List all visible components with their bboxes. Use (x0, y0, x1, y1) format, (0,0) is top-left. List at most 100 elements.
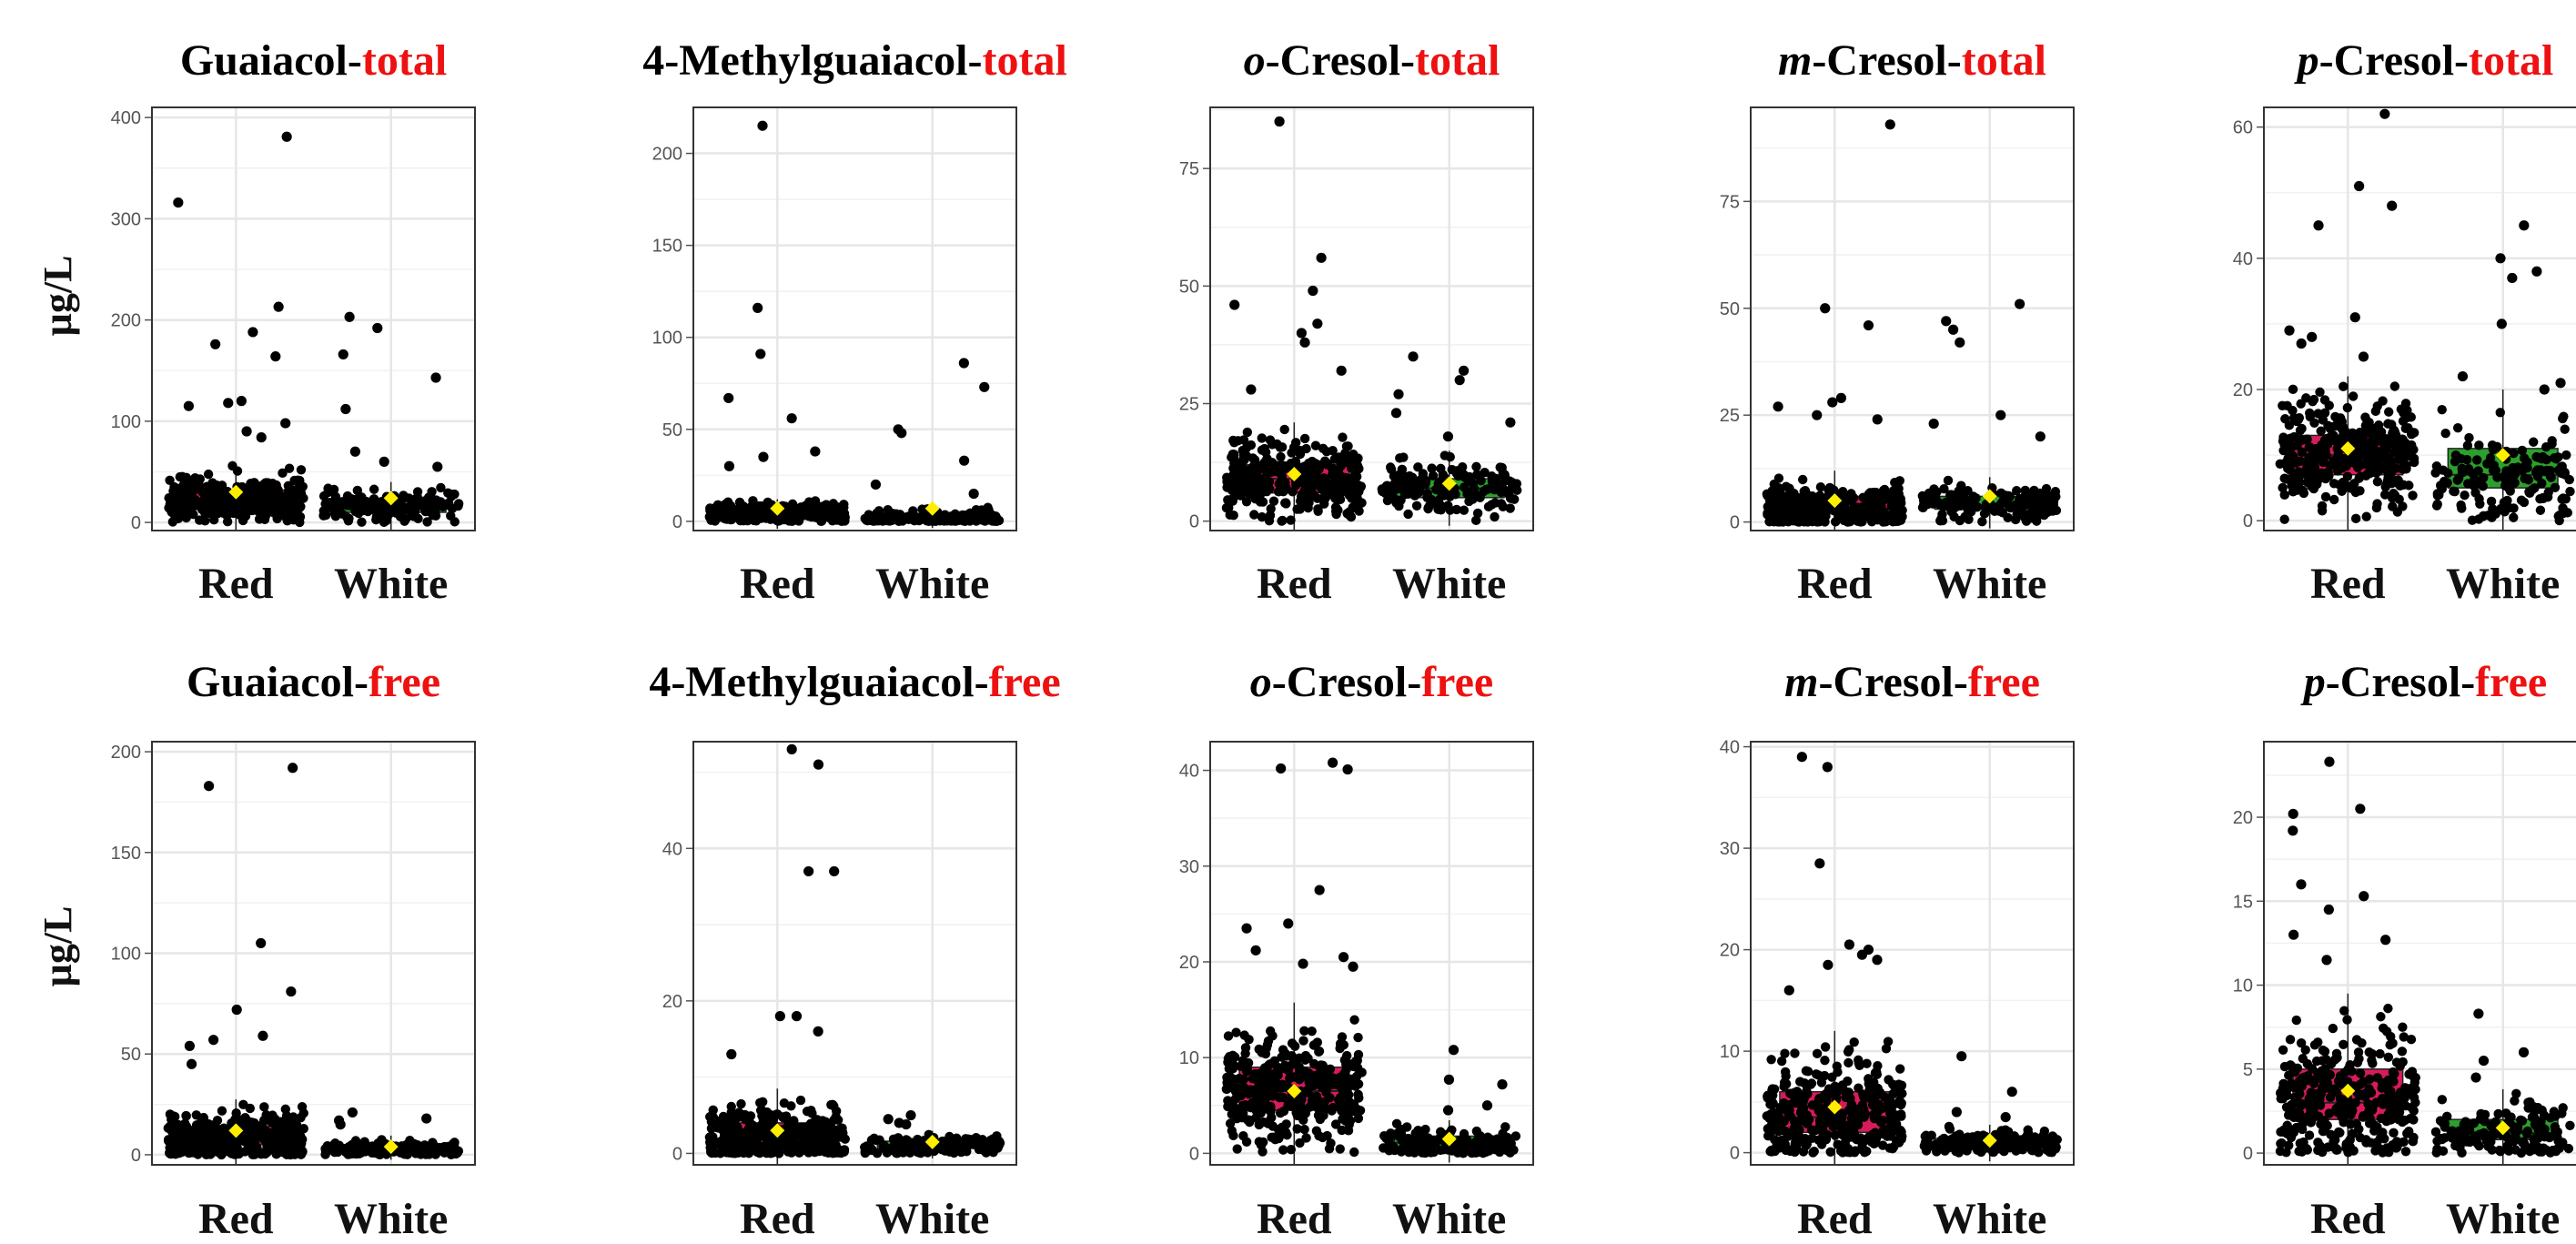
data-point (1235, 489, 1246, 499)
data-point (1337, 459, 1348, 469)
data-point (869, 1133, 879, 1144)
data-point (222, 517, 233, 527)
data-point (1814, 491, 1825, 501)
title-main: 4-Methylguaiacol- (642, 36, 982, 85)
data-point (1977, 517, 1987, 527)
data-point (333, 1147, 343, 1158)
data-point (807, 1108, 817, 1118)
data-point (2297, 435, 2308, 445)
data-point (961, 1145, 971, 1155)
data-point (1490, 481, 1500, 492)
data-point (1305, 470, 1315, 480)
data-point (1843, 1120, 1853, 1130)
data-point (1265, 435, 1276, 445)
data-point (1343, 1126, 1354, 1136)
data-point (796, 1130, 807, 1141)
outlier-point (2313, 220, 2324, 231)
outlier-point (813, 1026, 823, 1037)
outlier-point (829, 865, 840, 877)
mean-marker (1982, 1133, 1997, 1148)
outlier-point (774, 1011, 785, 1022)
data-point (1310, 440, 1321, 450)
y-tick-label: 0 (2243, 1144, 2253, 1164)
data-point (1932, 1147, 1942, 1157)
data-point (227, 460, 237, 471)
data-point (1246, 440, 1257, 450)
data-point (2482, 459, 2492, 469)
data-point (378, 1141, 388, 1151)
data-point (1232, 1144, 1242, 1154)
data-point (1844, 1057, 1854, 1068)
data-point (1510, 1131, 1521, 1141)
data-point (2361, 470, 2371, 480)
outlier-point (757, 120, 768, 131)
data-point (1797, 474, 1808, 485)
data-point (259, 1102, 269, 1112)
data-point (2304, 463, 2314, 474)
data-point (724, 1124, 734, 1135)
data-point (1263, 1036, 1274, 1047)
data-point (1765, 1099, 1775, 1109)
data-point (2379, 490, 2390, 500)
data-point (1261, 460, 1271, 470)
data-point (1268, 496, 1279, 506)
data-layer (163, 763, 464, 1165)
outlier-point (1316, 252, 1327, 263)
outlier-point (1814, 858, 1825, 869)
data-point (2342, 402, 2353, 413)
data-point (1269, 1069, 1280, 1080)
data-point (2449, 486, 2459, 497)
data-point (1834, 1085, 1844, 1096)
data-point (1776, 1056, 1787, 1067)
data-point (1801, 1079, 1812, 1090)
title-prefix: p (2300, 658, 2326, 706)
data-point (2399, 464, 2409, 474)
outlier-point (2507, 272, 2518, 284)
data-point (1225, 1118, 1236, 1128)
data-point (1407, 1135, 1417, 1145)
data-point (1295, 449, 1306, 460)
data-point (427, 506, 437, 517)
data-point (1278, 1145, 1288, 1155)
outlier-point (1241, 923, 1252, 934)
data-point (1871, 1134, 1882, 1144)
y-tick-label: 200 (111, 311, 141, 331)
data-point (177, 500, 188, 510)
data-point (2462, 440, 2473, 450)
data-point (782, 1136, 793, 1146)
outlier-point (1274, 116, 1285, 127)
data-point (1779, 1077, 1790, 1087)
x-category-label: Red (1797, 560, 1873, 608)
data-point (2471, 455, 2482, 465)
data-point (2453, 473, 2464, 483)
panel-border (692, 106, 1017, 531)
data-point (1403, 509, 1413, 520)
data-point (2355, 486, 2365, 496)
data-point (1404, 470, 1415, 481)
y-axis-label-bottom: µg/L (35, 906, 80, 987)
data-point (1324, 1144, 1335, 1154)
outlier-point (1773, 401, 1783, 412)
data-point (398, 1146, 408, 1156)
data-point (1458, 1147, 1468, 1158)
data-point (837, 1126, 847, 1137)
data-point (1829, 485, 1839, 495)
data-point (174, 507, 184, 518)
outlier-point (958, 358, 969, 369)
data-point (2279, 490, 2289, 501)
data-point (1322, 459, 1333, 469)
outlier-point (335, 1119, 346, 1130)
outlier-point (273, 301, 284, 312)
data-point (251, 1141, 261, 1151)
data-point (2440, 429, 2450, 439)
data-point (2431, 461, 2442, 471)
data-point (1265, 1087, 1275, 1097)
data-point (1886, 1098, 1896, 1108)
data-point (1301, 491, 1311, 501)
data-point (1816, 1118, 1827, 1128)
data-point (232, 1143, 242, 1153)
data-point (173, 491, 184, 501)
data-layer (1762, 119, 2062, 531)
data-point (355, 1145, 366, 1155)
